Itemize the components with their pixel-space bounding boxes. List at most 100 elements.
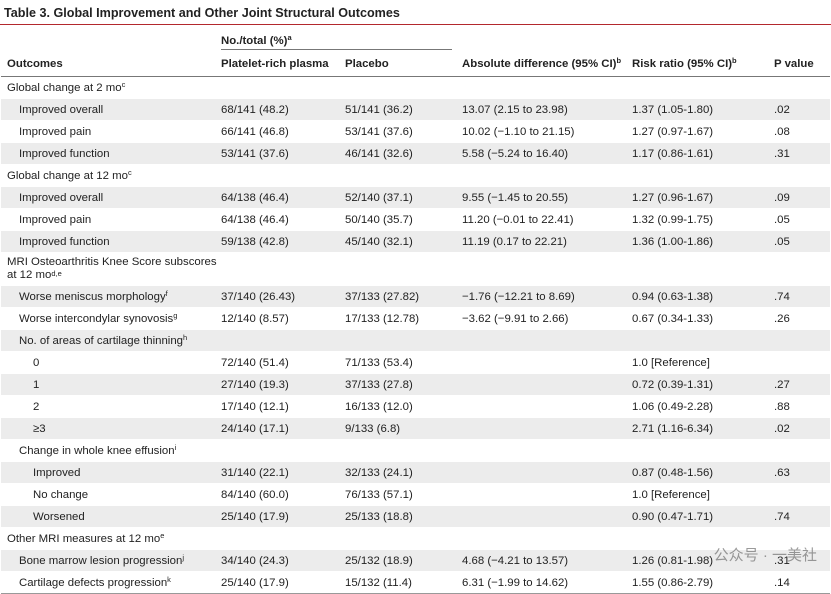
data-cell	[462, 484, 632, 506]
empty-cell	[774, 77, 830, 99]
section-row: Global change at 2 moc	[1, 77, 831, 99]
label-text: Global change at 2 mo	[7, 81, 122, 94]
data-cell: 59/138 (42.8)	[221, 230, 345, 253]
empty-cell	[221, 528, 345, 550]
empty-cell	[774, 165, 830, 187]
empty-cell	[632, 253, 774, 286]
data-cell: .05	[774, 213, 790, 226]
data-cell: 1.27 (0.97-1.67)	[632, 125, 714, 138]
column-text: Risk ratio (95% CI)	[632, 58, 733, 70]
data-cell: 68/141 (48.2)	[221, 98, 345, 121]
table: No./total (%)a Outcomes Platelet-rich pla…	[1, 25, 831, 594]
label-text: Improved overall	[19, 103, 104, 116]
data-cell	[462, 505, 633, 528]
column-header: Risk ratio (95% CI)b	[632, 52, 775, 77]
footnote-mark: g	[173, 310, 178, 320]
row-label: Improved pain	[1, 209, 221, 231]
row-label: Other MRI measures at 12 moe	[1, 528, 221, 550]
data-cell: 1.06 (0.49-2.28)	[632, 400, 714, 413]
data-cell: .31	[774, 549, 831, 572]
data-cell: 6.31 (−1.99 to 14.62)	[462, 576, 569, 589]
data-cell: .74	[774, 505, 831, 528]
data-cell: 1.0 [Reference]	[632, 488, 710, 501]
data-cell: 0.94 (0.63-1.38)	[632, 285, 775, 308]
row-label: 2	[1, 396, 221, 418]
label-text: Other MRI measures at 12 mo	[7, 532, 161, 545]
data-cell: 25/140 (17.9)	[221, 505, 345, 528]
data-cell: 51/141 (36.2)	[345, 98, 463, 121]
data-cell: .74	[774, 285, 831, 308]
row-label: ≥3	[1, 417, 221, 440]
data-row: Improved overall 64/138 (46.4) 52/140 (37.…	[1, 186, 831, 209]
empty-cell	[462, 253, 632, 286]
empty-cell	[632, 77, 774, 99]
data-cell: 66/141 (46.8)	[221, 125, 289, 138]
data-cell: 52/140 (37.1)	[345, 186, 463, 209]
empty-cell	[462, 77, 632, 99]
group-header: No./total (%)a	[221, 25, 462, 52]
label-text: Improved function	[19, 235, 110, 248]
footnote-mark: h	[183, 332, 188, 342]
empty-cell	[221, 440, 345, 462]
data-cell: −1.76 (−12.21 to 8.69)	[462, 285, 633, 308]
data-cell: 53/141 (37.6)	[221, 142, 345, 165]
data-cell: 0.90 (0.47-1.71)	[632, 505, 775, 528]
label-text: Bone marrow lesion progression	[19, 554, 183, 567]
empty-cell	[345, 329, 463, 352]
data-row: Improved pain 64/138 (46.4) 50/140 (35.7) 1…	[1, 209, 831, 231]
column-text: Absolute difference (95% CI)	[462, 58, 617, 70]
data-cell: 1.55 (0.86-2.79)	[632, 576, 714, 589]
row-label: 0	[1, 352, 221, 374]
data-row: ≥3 24/140 (17.1) 9/133 (6.8) 2.71 (1.16-6.3…	[1, 417, 831, 440]
data-cell	[462, 461, 633, 484]
data-cell	[774, 352, 830, 374]
data-cell: 25/140 (17.9)	[221, 576, 289, 589]
data-cell: .02	[774, 417, 831, 440]
data-cell: .09	[774, 186, 831, 209]
empty-cell	[774, 440, 830, 462]
data-cell	[774, 484, 830, 506]
empty-cell	[462, 440, 632, 462]
data-cell: 17/140 (12.1)	[221, 400, 289, 413]
label-text: Improved pain	[19, 213, 92, 226]
data-cell: 15/132 (11.4)	[345, 576, 412, 589]
data-cell: 1.36 (1.00-1.86)	[632, 230, 775, 253]
column-header: Placebo	[345, 52, 463, 77]
empty-cell	[462, 528, 632, 550]
column-header: P value	[774, 52, 831, 77]
data-cell: 13.07 (2.15 to 23.98)	[462, 98, 633, 121]
data-cell: 53/141 (37.6)	[345, 125, 413, 138]
data-row: No change 84/140 (60.0) 76/133 (57.1) 1.0 […	[1, 484, 831, 506]
data-cell: 11.20 (−0.01 to 22.41)	[462, 213, 574, 226]
label-text: Improved pain	[19, 125, 92, 138]
data-cell: 84/140 (60.0)	[221, 488, 289, 501]
data-cell: 64/138 (46.4)	[221, 213, 289, 226]
row-label: 1	[1, 373, 221, 396]
row-label: Worse meniscus morphologyf	[1, 285, 221, 308]
data-cell: 37/133 (27.82)	[345, 285, 463, 308]
data-cell: .14	[774, 576, 790, 589]
row-label: Global change at 12 moc	[1, 165, 221, 187]
data-cell: 46/141 (32.6)	[345, 142, 463, 165]
data-cell: 1.27 (0.96-1.67)	[632, 186, 775, 209]
data-row: Worse intercondylar synovosisg 12/140 (8.…	[1, 308, 831, 330]
data-cell: 1.0 [Reference]	[632, 356, 710, 369]
empty-cell	[221, 329, 345, 352]
column-text: P value	[774, 58, 814, 70]
empty-cell	[345, 77, 462, 99]
data-cell: 24/140 (17.1)	[221, 417, 345, 440]
footnote-mark: i	[174, 442, 177, 452]
row-label: Improved	[1, 461, 221, 484]
data-cell: .88	[774, 400, 790, 413]
data-cell: 50/140 (35.7)	[345, 213, 413, 226]
data-row: Worsened 25/140 (17.9) 25/133 (18.8) 0.90 (…	[1, 505, 831, 528]
table-title: Table 3. Global Improvement and Other Jo…	[0, 0, 831, 25]
row-label: Improved pain	[1, 121, 221, 143]
label-text: MRI Osteoarthritis Knee Score subscores …	[7, 256, 217, 281]
label-text: Change in whole knee effusion	[19, 444, 175, 457]
data-cell: .02	[774, 98, 831, 121]
footnote-mark: d,e	[51, 269, 62, 278]
data-cell: 9/133 (6.8)	[345, 417, 463, 440]
footnote-mark: b	[732, 56, 737, 65]
data-row: 1 27/140 (19.3) 37/133 (27.8) 0.72 (0.39-1.…	[1, 373, 831, 396]
